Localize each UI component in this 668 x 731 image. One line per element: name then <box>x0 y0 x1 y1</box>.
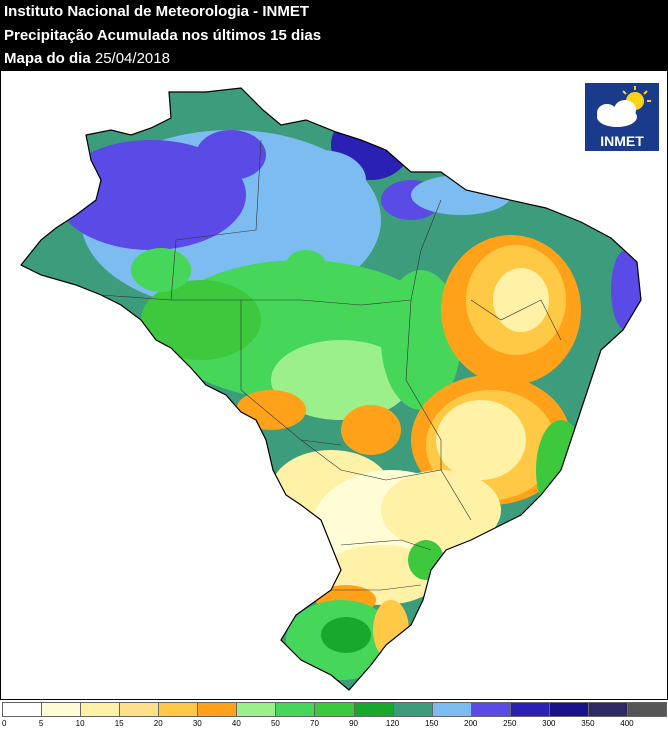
map-date-line: Mapa do dia 25/04/2018 <box>4 50 170 68</box>
state-border-line <box>340 539 432 551</box>
legend-swatch <box>392 702 433 717</box>
amazon-green-spot <box>131 248 191 292</box>
state-borders <box>100 139 562 591</box>
legend-tick-label: 120 <box>385 719 400 728</box>
para-light-blue-region <box>276 150 366 210</box>
amazon-blue-region <box>56 140 246 250</box>
state-border-line <box>240 300 342 446</box>
maranhao-light-blue-region <box>411 175 511 215</box>
legend-tick-label: 400 <box>620 719 634 728</box>
legend-tick-label: 350 <box>581 719 595 728</box>
goias-orange-spot <box>341 405 401 455</box>
legend-tick-label: 200 <box>464 719 478 728</box>
northeast-yellow-region <box>493 268 549 332</box>
minas-yellow-region <box>436 400 526 480</box>
legend-tick-label: 30 <box>192 719 202 728</box>
map-date: 25/04/2018 <box>94 50 170 67</box>
legend-swatch <box>80 702 121 717</box>
precipitation-field <box>21 88 641 690</box>
map-subtitle: Precipitação Acumulada nos últimos 15 di… <box>4 27 322 44</box>
legend-swatch <box>275 702 316 717</box>
legend-tick-label: 300 <box>542 719 556 728</box>
sao-paulo-yellow-region <box>381 470 501 550</box>
legend-swatch <box>197 702 238 717</box>
logo-text: INMET <box>600 133 644 149</box>
tocantins-green-region <box>381 270 461 410</box>
amazon-blue-region-2 <box>196 130 266 180</box>
brazil-precipitation-map <box>20 87 642 691</box>
legend-tick-label: 20 <box>153 719 163 728</box>
legend-tick-label: 5 <box>38 719 44 728</box>
precipitation-legend: 0 5 10 15 20 30 40 50 70 90 120 150 200 250 300 350 400 <box>0 700 668 731</box>
legend-swatch <box>626 702 667 717</box>
legend-swatch <box>119 702 160 717</box>
map-header: Instituto Nacional de Meteorologia - INM… <box>0 0 668 71</box>
inmet-logo: INMET <box>585 83 659 151</box>
legend-tick-label: 50 <box>270 719 280 728</box>
cloud-sun-icon <box>597 86 651 127</box>
rio-grande-sul-dark-green-region <box>321 617 371 653</box>
legend-swatch <box>470 702 511 717</box>
map-date-label: Mapa do dia <box>4 50 91 67</box>
legend-swatch <box>236 702 277 717</box>
map-frame <box>0 71 668 700</box>
state-border-line <box>331 584 422 591</box>
legend-swatch <box>587 702 628 717</box>
legend-swatch <box>2 702 43 717</box>
legend-tick-label: 70 <box>310 719 319 728</box>
rondonia-green-region <box>141 280 261 360</box>
legend-tick-label: 250 <box>503 719 517 728</box>
institution-title: Instituto Nacional de Meteorologia - INM… <box>4 3 310 20</box>
legend-swatch <box>548 702 589 717</box>
state-border-line <box>170 139 262 301</box>
legend-tick-label: 40 <box>231 719 241 728</box>
state-border-line <box>410 199 442 301</box>
state-border-line <box>405 299 442 470</box>
state-border-line <box>300 439 472 521</box>
rio-grande-sul-orange-strip <box>373 600 409 660</box>
mato-grosso-light-green-region <box>271 340 411 420</box>
legend-swatch <box>353 702 394 717</box>
northeast-coast-blue-region <box>611 250 641 330</box>
legend-swatch <box>41 702 82 717</box>
legend-swatch <box>158 702 199 717</box>
legend-swatch <box>509 702 550 717</box>
legend-tick-label: 150 <box>424 719 439 728</box>
legend-swatch <box>314 702 355 717</box>
legend-tick-label: 10 <box>75 719 85 728</box>
legend-tick-label: 90 <box>349 719 358 728</box>
state-border-line <box>100 294 412 306</box>
amazon-green-spot-2 <box>286 250 326 280</box>
legend-tick-label: 15 <box>114 719 124 728</box>
state-border-line <box>470 299 562 341</box>
legend-tick-label: 0 <box>2 719 7 728</box>
pantanal-orange-region <box>236 390 306 430</box>
legend-swatch <box>431 702 472 717</box>
